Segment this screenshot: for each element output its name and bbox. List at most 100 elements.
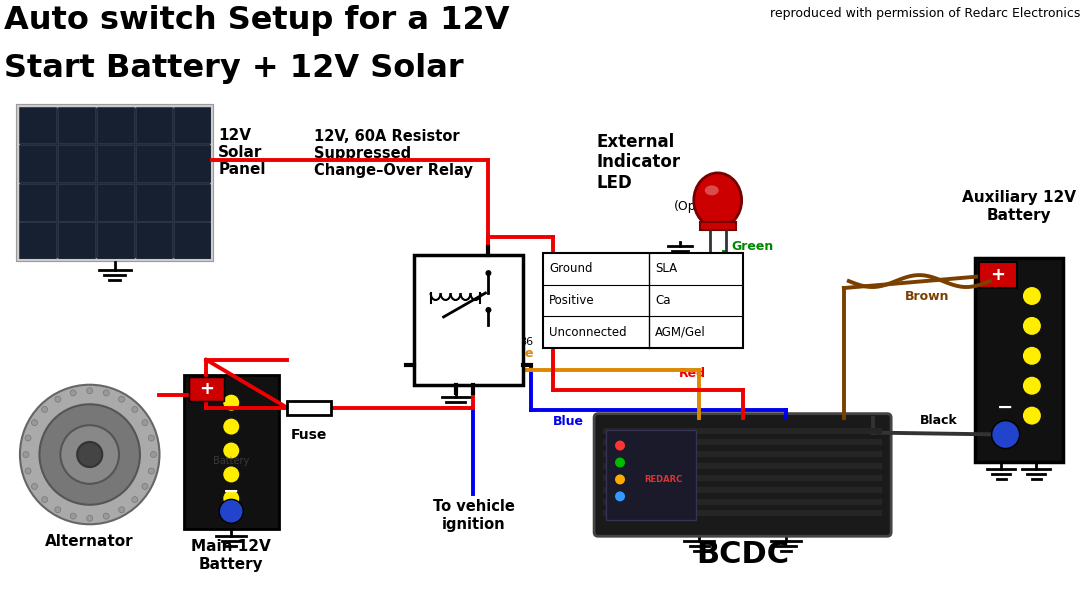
- Bar: [136, 107, 173, 143]
- Circle shape: [148, 468, 154, 474]
- Bar: [606, 430, 696, 520]
- Circle shape: [141, 484, 148, 490]
- Bar: [18, 223, 55, 259]
- Text: Main 12V
Battery: Main 12V Battery: [191, 539, 271, 572]
- Circle shape: [54, 396, 61, 402]
- Text: Ground: Ground: [549, 262, 593, 275]
- Circle shape: [39, 404, 140, 505]
- Bar: [189, 377, 224, 401]
- Circle shape: [23, 452, 29, 457]
- Text: +: +: [990, 266, 1005, 284]
- Circle shape: [223, 395, 239, 410]
- Text: +: +: [199, 380, 214, 398]
- Circle shape: [54, 507, 61, 513]
- Bar: [58, 145, 95, 182]
- Text: Positive: Positive: [549, 294, 595, 307]
- Bar: [97, 107, 134, 143]
- Circle shape: [87, 515, 92, 521]
- Circle shape: [1023, 287, 1041, 305]
- Bar: [58, 223, 95, 259]
- Bar: [603, 451, 882, 457]
- Bar: [287, 401, 331, 415]
- Bar: [603, 499, 882, 505]
- Bar: [603, 439, 882, 445]
- Bar: [603, 475, 882, 481]
- Bar: [603, 487, 882, 493]
- Text: −: −: [998, 398, 1014, 417]
- Circle shape: [485, 270, 492, 276]
- Text: To vehicle
ignition: To vehicle ignition: [433, 499, 515, 532]
- Bar: [603, 428, 882, 434]
- Text: −: −: [223, 482, 239, 501]
- Text: SLA: SLA: [655, 262, 677, 275]
- Bar: [979, 262, 1017, 288]
- Circle shape: [1023, 407, 1041, 425]
- Text: (Optional): (Optional): [673, 200, 737, 214]
- Text: REDARC: REDARC: [644, 475, 682, 484]
- Bar: [184, 375, 280, 529]
- Text: BCDC: BCDC: [696, 540, 789, 569]
- Bar: [58, 184, 95, 221]
- Text: AGM/Gel: AGM/Gel: [655, 326, 706, 338]
- Bar: [136, 184, 173, 221]
- Bar: [17, 106, 212, 260]
- Circle shape: [223, 466, 239, 482]
- Bar: [136, 145, 173, 182]
- Circle shape: [25, 435, 32, 441]
- Bar: [17, 106, 212, 260]
- Circle shape: [220, 499, 244, 523]
- Circle shape: [150, 452, 157, 457]
- Bar: [700, 222, 735, 230]
- Bar: [543, 253, 743, 348]
- Circle shape: [61, 425, 119, 484]
- Text: Start Battery + 12V Solar: Start Battery + 12V Solar: [4, 53, 463, 84]
- Circle shape: [32, 419, 37, 425]
- Text: reproduced with permission of Redarc Electronics: reproduced with permission of Redarc Ele…: [770, 7, 1080, 20]
- Bar: [174, 184, 211, 221]
- Bar: [603, 463, 882, 469]
- Ellipse shape: [694, 173, 742, 228]
- Text: 30: 30: [493, 263, 508, 276]
- Circle shape: [615, 440, 625, 451]
- Circle shape: [615, 475, 625, 484]
- Bar: [174, 223, 211, 259]
- Text: 12V
Solar
Panel: 12V Solar Panel: [219, 128, 265, 178]
- Circle shape: [87, 388, 92, 394]
- Circle shape: [223, 419, 239, 434]
- Circle shape: [71, 513, 76, 519]
- Circle shape: [223, 443, 239, 458]
- Bar: [174, 145, 211, 182]
- Circle shape: [615, 457, 625, 467]
- Text: Red: Red: [679, 367, 706, 380]
- Circle shape: [41, 406, 48, 412]
- Bar: [603, 511, 882, 517]
- Circle shape: [77, 442, 102, 467]
- Text: 12V, 60A Resistor
Suppressed
Change–Over Relay: 12V, 60A Resistor Suppressed Change–Over…: [314, 128, 473, 178]
- Circle shape: [132, 497, 138, 503]
- Bar: [975, 258, 1063, 463]
- Circle shape: [148, 435, 154, 441]
- Text: Battery: Battery: [213, 457, 249, 466]
- Text: Blue: Blue: [553, 415, 583, 428]
- Circle shape: [119, 396, 125, 402]
- Text: External
Indicator
LED: External Indicator LED: [596, 133, 680, 192]
- Bar: [136, 223, 173, 259]
- Bar: [18, 184, 55, 221]
- Text: Unconnected: Unconnected: [549, 326, 627, 338]
- Text: Fuse: Fuse: [290, 428, 327, 442]
- Bar: [97, 145, 134, 182]
- Bar: [97, 184, 134, 221]
- Text: Auto switch Setup for a 12V: Auto switch Setup for a 12V: [4, 5, 509, 36]
- Circle shape: [1023, 377, 1041, 395]
- Text: Green: Green: [731, 240, 774, 253]
- Circle shape: [20, 385, 160, 524]
- Text: Brown: Brown: [905, 290, 950, 302]
- Circle shape: [141, 419, 148, 425]
- Circle shape: [25, 468, 32, 474]
- Bar: [58, 107, 95, 143]
- Circle shape: [223, 490, 239, 506]
- Text: Orange: Orange: [483, 347, 534, 360]
- Circle shape: [32, 484, 37, 490]
- Circle shape: [991, 421, 1019, 449]
- Circle shape: [132, 406, 138, 412]
